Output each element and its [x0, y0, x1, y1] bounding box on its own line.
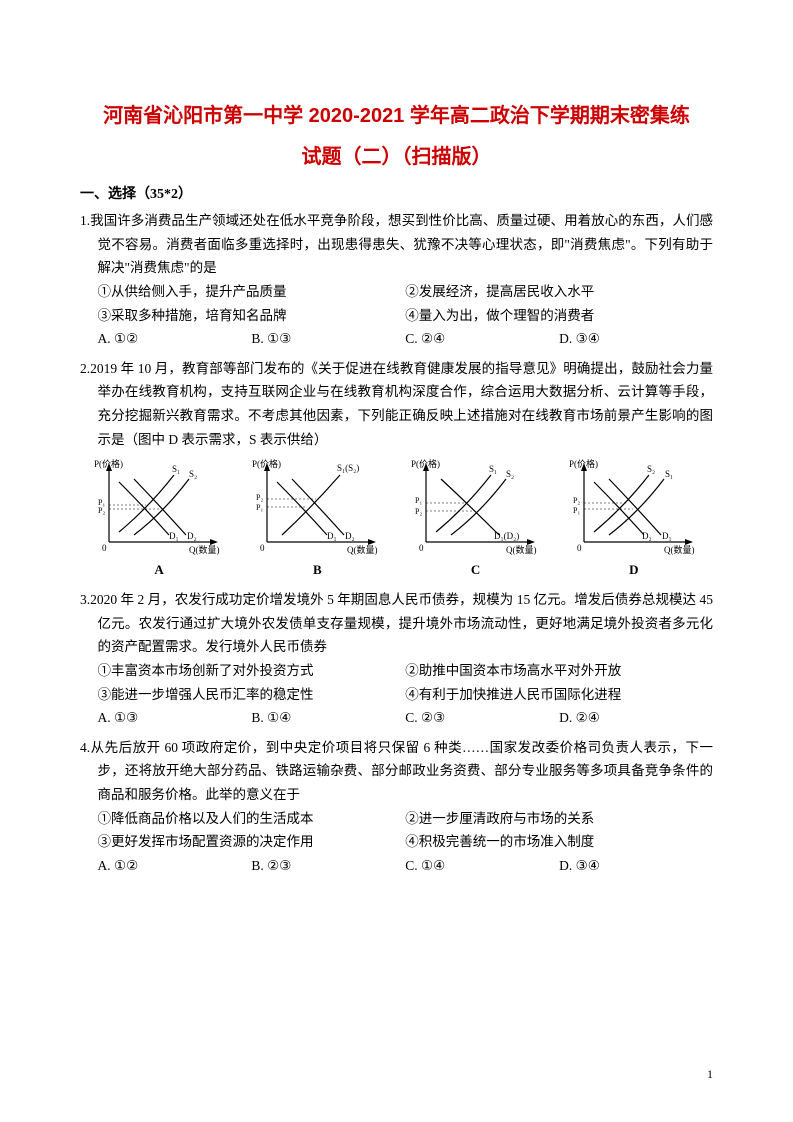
question-2: 2.2019 年 10 月，教育部等部门发布的《关于促进在线教育健康发展的指导意…: [80, 357, 713, 582]
svg-text:S₁: S₁: [665, 469, 673, 479]
svg-text:P(价格): P(价格): [94, 458, 123, 469]
q4-opt-a: A. ①②: [98, 854, 252, 878]
q1-stmt-3: ③采取多种措施，培育知名品牌: [98, 304, 406, 328]
svg-text:Q(数量): Q(数量): [664, 544, 695, 555]
chart-a-label: A: [94, 559, 224, 582]
chart-b-label: B: [252, 559, 382, 582]
svg-text:D₁: D₁: [327, 531, 337, 541]
chart-d: P(价格) Q(数量) S₂ S₁ D₂ D₁ P₂ P₁ 0 D: [569, 457, 699, 582]
svg-text:D₁: D₁: [169, 531, 179, 541]
q3-stmt-1: ①丰富资本市场创新了对外投资方式: [98, 659, 406, 683]
subtitle: 试题（二）（扫描版）: [80, 140, 713, 169]
svg-text:D₂: D₂: [345, 531, 355, 541]
q3-stmt-3: ③能进一步增强人民币汇率的稳定性: [98, 683, 406, 707]
q1-num: 1.: [80, 213, 90, 228]
question-4: 4.从先后放开 60 项政府定价，到中央定价项目将只保留 6 种类……国家发改委…: [80, 736, 713, 878]
svg-text:Q(数量): Q(数量): [506, 544, 537, 555]
q3-num: 3.: [80, 592, 90, 607]
q1-stmt-4: ④量入为出，做个理智的消费者: [405, 304, 713, 328]
q3-stmt-4: ④有利于加快推进人民币国际化进程: [405, 683, 713, 707]
svg-text:P₂: P₂: [98, 506, 105, 515]
svg-text:Q(数量): Q(数量): [347, 544, 378, 555]
q1-opt-d: D. ③④: [559, 327, 713, 351]
question-3: 3.2020 年 2 月，农发行成功定价增发境外 5 年期固息人民币债券，规模为…: [80, 588, 713, 730]
q3-opt-b: B. ①④: [251, 706, 405, 730]
svg-text:S₂: S₂: [506, 469, 514, 479]
svg-text:Q(数量): Q(数量): [189, 544, 220, 555]
svg-text:P₁: P₁: [573, 506, 580, 515]
svg-text:S₁: S₁: [489, 464, 497, 474]
chart-d-label: D: [569, 559, 699, 582]
svg-text:0: 0: [577, 543, 582, 553]
q1-opt-a: A. ①②: [98, 327, 252, 351]
svg-text:P₁: P₁: [415, 496, 422, 505]
svg-text:0: 0: [419, 543, 424, 553]
svg-text:S₂: S₂: [189, 469, 197, 479]
q1-opt-b: B. ①③: [251, 327, 405, 351]
section-header: 一、选择（35*2）: [80, 183, 713, 203]
chart-b: P(价格) Q(数量) S₁(S₂) D₁ D₂ P₂ P₁ 0 B: [252, 457, 382, 582]
q4-opt-d: D. ③④: [559, 854, 713, 878]
svg-text:S₂: S₂: [647, 464, 655, 474]
q4-stmt-2: ②进一步厘清政府与市场的关系: [405, 807, 713, 831]
charts-row: P(价格) Q(数量) S₁ S₂ D₁ D₂ P₁ P₂ 0: [80, 457, 713, 582]
q4-opt-c: C. ①④: [405, 854, 559, 878]
svg-text:D₁: D₁: [662, 531, 672, 541]
chart-c-label: C: [411, 559, 541, 582]
svg-text:P(价格): P(价格): [252, 458, 281, 469]
chart-c: P(价格) Q(数量) S₁ S₂ D₁(D₂) P₁ P₂ 0 C: [411, 457, 541, 582]
svg-text:P₂: P₂: [415, 507, 422, 516]
q1-stmt-2: ②发展经济，提高居民收入水平: [405, 280, 713, 304]
svg-text:D₂: D₂: [187, 531, 197, 541]
q1-stmt-1: ①从供给侧入手，提升产品质量: [98, 280, 406, 304]
q4-stmt-1: ①降低商品价格以及人们的生活成本: [98, 807, 406, 831]
svg-text:S₁: S₁: [172, 464, 180, 474]
q3-opt-c: C. ②③: [405, 706, 559, 730]
svg-text:P(价格): P(价格): [411, 458, 440, 469]
main-title: 河南省沁阳市第一中学 2020-2021 学年高二政治下学期期末密集练: [80, 100, 713, 132]
q4-opt-b: B. ②③: [251, 854, 405, 878]
svg-text:S₁(S₂): S₁(S₂): [337, 463, 359, 473]
svg-text:0: 0: [102, 543, 107, 553]
page-number: 1: [707, 1067, 713, 1082]
svg-text:0: 0: [260, 543, 265, 553]
q3-stmt-2: ②助推中国资本市场高水平对外开放: [405, 659, 713, 683]
q2-text: 2019 年 10 月，教育部等部门发布的《关于促进在线教育健康发展的指导意见》…: [90, 361, 713, 447]
svg-text:P₁: P₁: [256, 503, 263, 512]
svg-text:P₂: P₂: [573, 496, 580, 505]
q3-opt-a: A. ①③: [98, 706, 252, 730]
q3-text: 2020 年 2 月，农发行成功定价增发境外 5 年期固息人民币债券，规模为 1…: [90, 592, 713, 654]
svg-text:D₁(D₂): D₁(D₂): [494, 531, 519, 541]
q4-stmt-4: ④积极完善统一的市场准入制度: [405, 830, 713, 854]
q2-num: 2.: [80, 361, 90, 376]
q1-opt-c: C. ②④: [405, 327, 559, 351]
svg-text:D₂: D₂: [642, 531, 652, 541]
q3-opt-d: D. ②④: [559, 706, 713, 730]
svg-text:P₂: P₂: [256, 493, 263, 502]
q4-num: 4.: [80, 740, 90, 755]
svg-text:P(价格): P(价格): [569, 458, 598, 469]
question-1: 1.我国许多消费品生产领域还处在低水平竞争阶段，想买到性价比高、质量过硬、用着放…: [80, 209, 713, 351]
chart-a: P(价格) Q(数量) S₁ S₂ D₁ D₂ P₁ P₂ 0: [94, 457, 224, 582]
q4-text: 从先后放开 60 项政府定价，到中央定价项目将只保留 6 种类……国家发改委价格…: [90, 740, 713, 802]
q4-stmt-3: ③更好发挥市场配置资源的决定作用: [98, 830, 406, 854]
q1-text: 我国许多消费品生产领域还处在低水平竞争阶段，想买到性价比高、质量过硬、用着放心的…: [90, 213, 713, 275]
